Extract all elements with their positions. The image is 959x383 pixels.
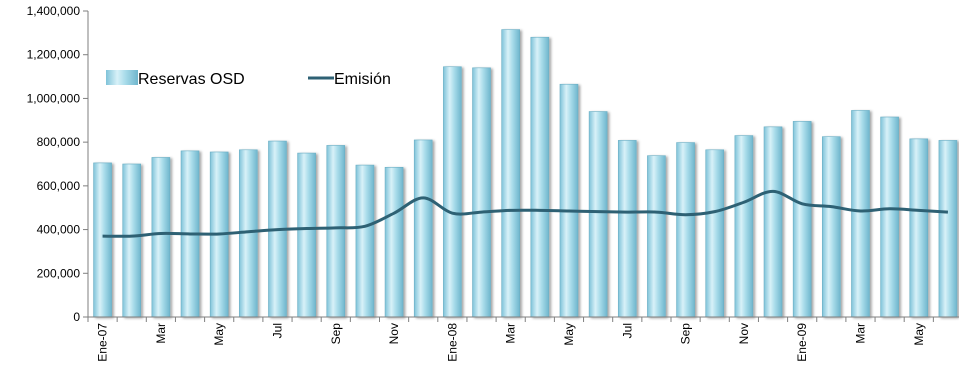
y-axis: 0 200,000 400,000 600,000 800,000 1,000,000 1,…: [27, 4, 89, 324]
x-tick-label: Sep: [329, 323, 343, 345]
x-axis: Ene-07 Mar May Jul Sep Nov Ene-08 Mar May Jul Sep N…: [87, 316, 959, 362]
bar-reservas-osd: [676, 142, 695, 318]
y-tick-label: 1,400,000: [27, 4, 81, 18]
bar-reservas-osd: [93, 162, 112, 318]
x-tick-label: Ene-08: [445, 323, 459, 362]
bar-reservas-osd: [647, 155, 666, 318]
bar-reservas-osd: [413, 139, 433, 318]
legend: Reservas OSD Emisión: [106, 70, 391, 88]
series-line-emision: [102, 189, 949, 238]
bar-reservas-osd: [763, 126, 783, 318]
y-tick-label: 0: [73, 310, 80, 324]
x-tick-label: May: [562, 323, 576, 346]
y-tick-label: 400,000: [37, 223, 81, 237]
bar-reservas-osd: [822, 136, 841, 318]
x-tick-label: Ene-07: [96, 323, 110, 362]
x-tick-label: Jul: [620, 323, 634, 338]
bar-reservas-osd: [151, 157, 171, 318]
bar-reservas-osd: [617, 140, 637, 318]
bar-reservas-osd: [559, 83, 579, 318]
bar-reservas-osd: [705, 149, 725, 318]
bar-reservas-osd: [326, 145, 346, 318]
x-tick-label: Sep: [679, 323, 693, 345]
x-tick-label: Ene-09: [795, 323, 809, 362]
y-tick-label: 1,000,000: [27, 91, 81, 105]
x-tick-label: May: [912, 323, 926, 346]
x-tick-label: Mar: [853, 323, 867, 344]
bar-reservas-osd: [851, 110, 870, 318]
bar-reservas-osd: [501, 29, 520, 318]
x-tick-label: Jul: [270, 323, 284, 338]
bar-reservas-osd: [792, 121, 812, 318]
bar-reservas-osd: [443, 66, 462, 318]
legend-swatch-reservas-osd: [106, 70, 138, 85]
y-tick-label: 800,000: [37, 135, 81, 149]
bar-reservas-osd: [734, 135, 754, 318]
bar-reservas-osd: [530, 36, 550, 318]
y-tick-label: 1,200,000: [27, 48, 81, 62]
legend-label-reservas-osd: Reservas OSD: [138, 71, 245, 88]
bar-reservas-osd: [384, 166, 404, 318]
bar-reservas-osd: [588, 111, 608, 318]
y-tick-label: 200,000: [37, 266, 81, 280]
bar-reservas-osd: [297, 152, 316, 318]
bar-reservas-osd: [122, 163, 142, 318]
x-tick-label: Mar: [154, 323, 168, 344]
x-tick-label: May: [212, 323, 226, 346]
x-tick-label: Mar: [504, 323, 518, 344]
bar-reservas-osd: [355, 164, 375, 318]
y-tick-label: 600,000: [37, 179, 81, 193]
legend-label-emision: Emisión: [334, 71, 391, 88]
bar-reservas-osd: [938, 140, 958, 318]
bar-reservas-osd: [880, 116, 899, 318]
bar-reservas-osd: [909, 138, 929, 318]
bar-reservas-osd: [472, 67, 491, 318]
x-tick-label: Nov: [737, 323, 751, 344]
x-tick-label: Nov: [387, 323, 401, 344]
